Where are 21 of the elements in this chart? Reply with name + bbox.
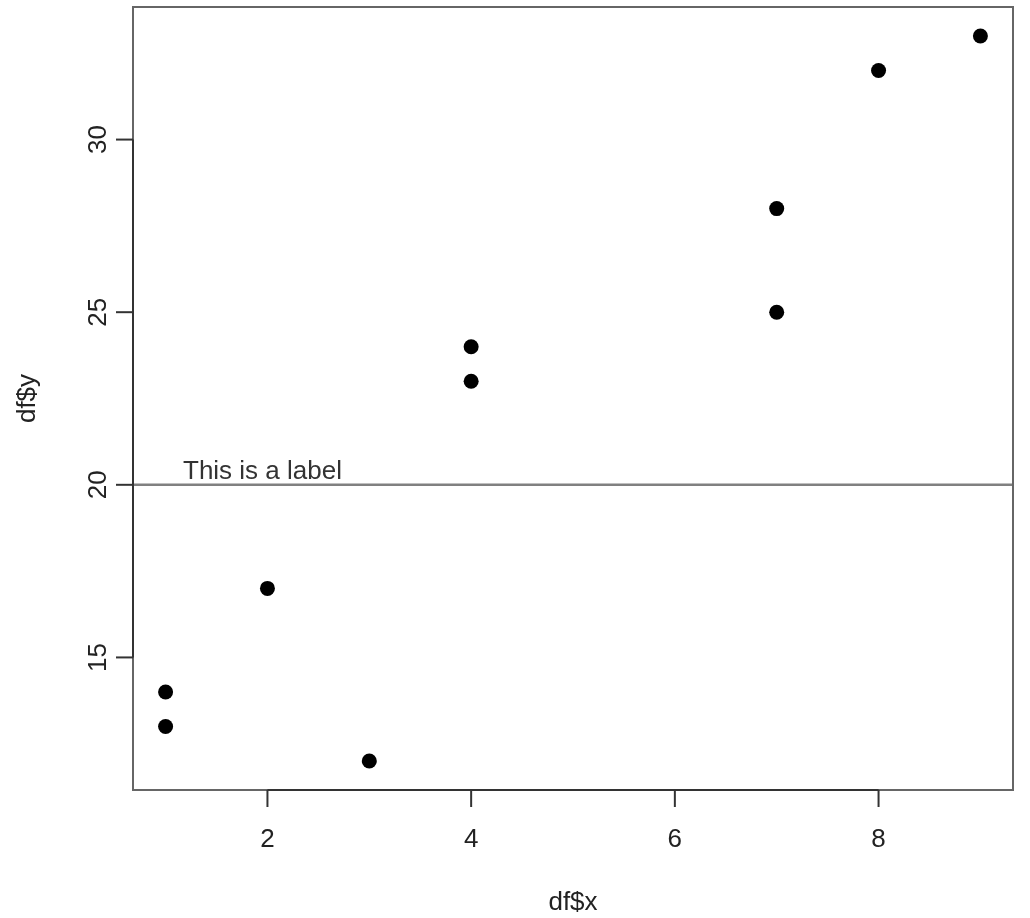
point bbox=[972, 28, 988, 44]
point bbox=[769, 201, 785, 217]
point bbox=[259, 580, 275, 596]
y-tick-label: 25 bbox=[82, 297, 112, 327]
y-tick-label: 20 bbox=[82, 470, 112, 500]
x-tick-label: 8 bbox=[871, 823, 886, 853]
x-tick-label: 6 bbox=[667, 823, 683, 853]
x-axis-title: df$x bbox=[548, 886, 598, 916]
x-tick-label: 4 bbox=[463, 823, 479, 853]
point bbox=[463, 373, 479, 389]
point bbox=[158, 718, 174, 734]
point bbox=[463, 339, 479, 355]
point bbox=[871, 63, 887, 79]
y-axis-title: df$y bbox=[11, 373, 41, 424]
ref-line-label: This is a label bbox=[183, 454, 342, 485]
y-tick-label: 15 bbox=[82, 642, 112, 672]
x-tick-label: 2 bbox=[260, 823, 275, 853]
point bbox=[158, 684, 174, 700]
y-tick-label: 30 bbox=[82, 125, 112, 155]
point bbox=[769, 304, 785, 320]
point bbox=[361, 753, 377, 769]
